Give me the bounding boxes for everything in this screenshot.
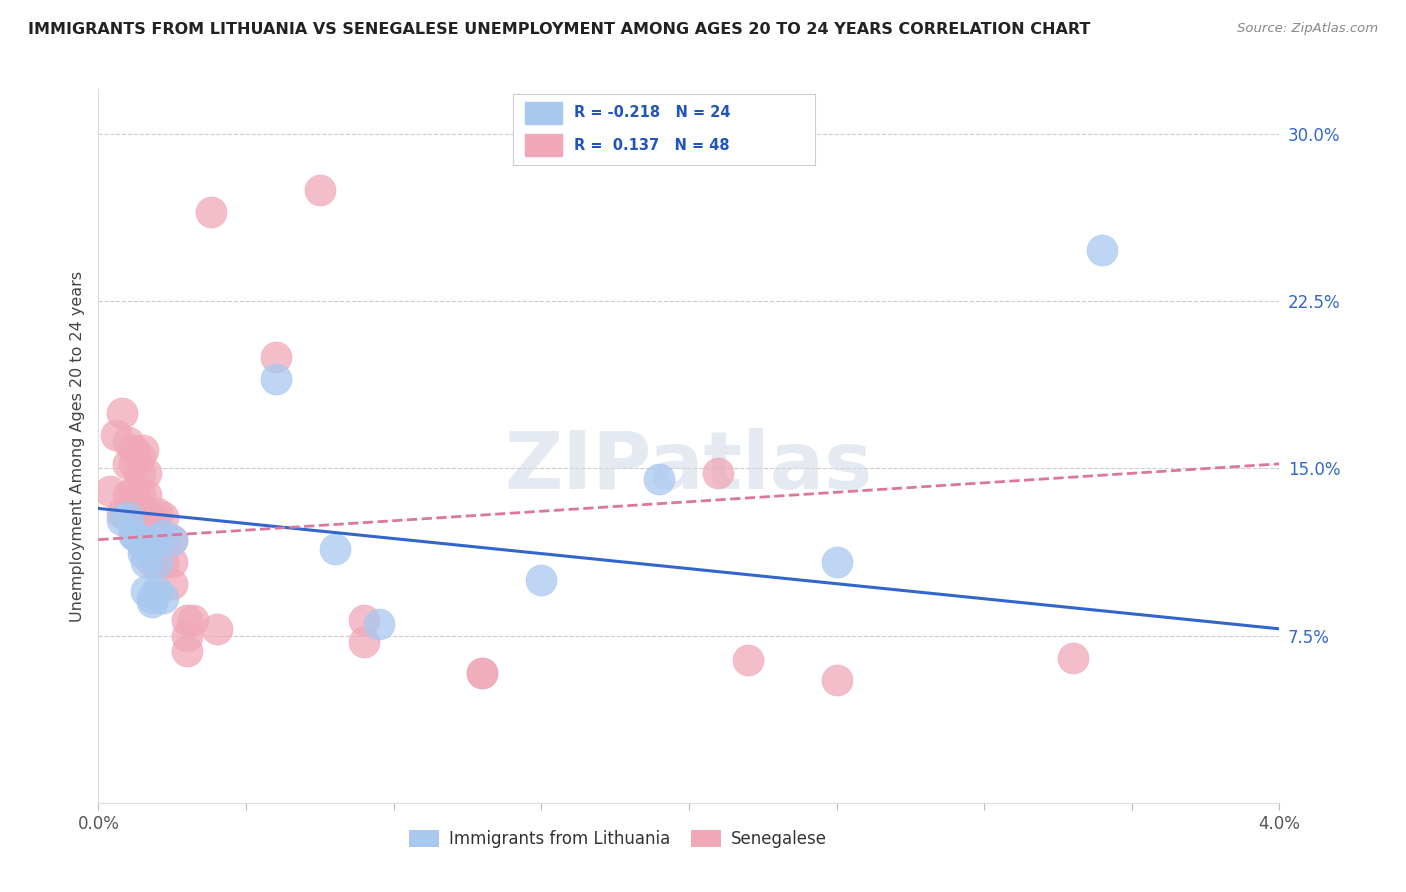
Point — [117, 488, 139, 502]
Y-axis label: Unemployment Among Ages 20 to 24 years: Unemployment Among Ages 20 to 24 years — [69, 270, 84, 622]
Point — [176, 613, 198, 627]
Point — [162, 577, 183, 591]
Point — [117, 510, 139, 524]
Point — [122, 483, 145, 498]
Point — [162, 533, 183, 547]
Point — [111, 405, 134, 419]
Point — [128, 450, 150, 464]
Point — [135, 488, 157, 502]
Point — [122, 528, 145, 542]
Text: Source: ZipAtlas.com: Source: ZipAtlas.com — [1237, 22, 1378, 36]
Point — [176, 628, 198, 642]
Point — [737, 653, 759, 667]
Text: ZIPatlas: ZIPatlas — [505, 428, 873, 507]
Point — [368, 617, 391, 632]
Point — [146, 555, 169, 569]
Point — [471, 666, 494, 681]
Point — [200, 204, 222, 219]
Point — [825, 673, 848, 687]
Point — [132, 510, 155, 524]
Point — [353, 613, 375, 627]
Point — [146, 533, 169, 547]
Point — [111, 506, 134, 520]
Point — [105, 427, 128, 442]
Point — [146, 524, 169, 538]
Point — [141, 533, 163, 547]
Point — [132, 539, 155, 553]
Point — [181, 613, 204, 627]
Point — [162, 555, 183, 569]
Point — [122, 457, 145, 471]
Point — [353, 635, 375, 649]
Point — [1091, 243, 1114, 257]
Text: R =  0.137   N = 48: R = 0.137 N = 48 — [574, 137, 730, 153]
Point — [122, 443, 145, 458]
Point — [162, 533, 183, 547]
Point — [309, 182, 332, 196]
Point — [152, 510, 174, 524]
Point — [128, 488, 150, 502]
Point — [141, 591, 163, 605]
Point — [117, 434, 139, 449]
Point — [146, 555, 169, 569]
Point — [176, 644, 198, 658]
Point — [117, 510, 139, 524]
Point — [135, 533, 157, 547]
Point — [825, 555, 848, 569]
Point — [530, 573, 553, 587]
Point — [132, 443, 155, 458]
Point — [132, 546, 155, 560]
Bar — [526, 102, 561, 124]
Text: IMMIGRANTS FROM LITHUANIA VS SENEGALESE UNEMPLOYMENT AMONG AGES 20 TO 24 YEARS C: IMMIGRANTS FROM LITHUANIA VS SENEGALESE … — [28, 22, 1091, 37]
Point — [128, 501, 150, 516]
Point — [128, 466, 150, 480]
Point — [141, 595, 163, 609]
Point — [264, 372, 287, 386]
Point — [323, 541, 346, 556]
Point — [135, 583, 157, 598]
Point — [135, 466, 157, 480]
Point — [98, 483, 121, 498]
Text: R = -0.218   N = 24: R = -0.218 N = 24 — [574, 105, 730, 120]
Point — [205, 622, 228, 636]
Point — [1062, 651, 1084, 665]
Point — [146, 583, 169, 598]
Point — [111, 512, 134, 526]
Point — [122, 528, 145, 542]
Point — [152, 591, 174, 605]
Point — [152, 533, 174, 547]
Bar — [526, 134, 561, 156]
Point — [128, 533, 150, 547]
Point — [707, 466, 730, 480]
Point — [135, 555, 157, 569]
Point — [152, 555, 174, 569]
Legend: Immigrants from Lithuania, Senegalese: Immigrants from Lithuania, Senegalese — [402, 823, 834, 855]
Point — [264, 350, 287, 364]
Point — [141, 555, 163, 569]
Point — [471, 666, 494, 681]
Point — [152, 528, 174, 542]
Point — [146, 506, 169, 520]
Point — [648, 473, 671, 487]
Point — [117, 457, 139, 471]
Point — [141, 510, 163, 524]
